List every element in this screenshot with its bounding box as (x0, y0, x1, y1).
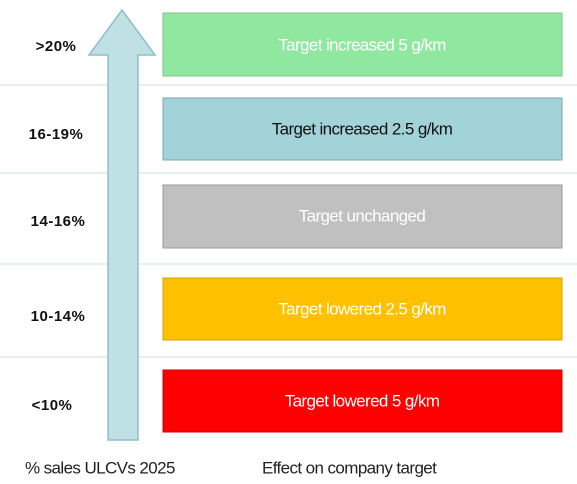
range-label: 16-19% (29, 126, 84, 143)
effect-label: Target unchanged (299, 206, 426, 225)
range-label: <10% (32, 397, 73, 414)
effect-box (162, 277, 563, 341)
range-label: 10-14% (31, 308, 86, 325)
footer-left: % sales ULCVs 2025 (25, 458, 175, 477)
effect-label: Target increased 5 g/km (278, 35, 446, 54)
effect-box (162, 369, 563, 433)
separators (0, 84, 577, 358)
effect-label: Target lowered 5 g/km (285, 391, 440, 410)
effect-label: Target increased 2.5 g/km (272, 119, 453, 138)
range-label: 14-16% (31, 213, 86, 230)
arrow (87, 8, 157, 441)
effect-box (162, 97, 563, 161)
effect-box (162, 12, 563, 77)
effect-box (162, 184, 563, 249)
footer-right: Effect on company target (262, 458, 437, 477)
range-label: >20% (36, 38, 77, 55)
effect-label: Target lowered 2.5 g/km (278, 299, 446, 318)
